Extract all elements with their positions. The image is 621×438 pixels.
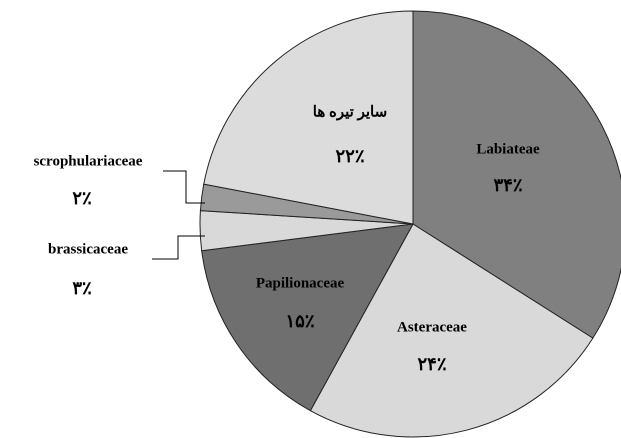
pie-slice [203, 10, 414, 225]
pie-slice [309, 223, 594, 438]
pie-slice [201, 223, 414, 412]
leader-line [163, 170, 205, 204]
slice-label: brassicaceae [48, 241, 128, 257]
leader-line [152, 235, 205, 260]
slice-label: سایر تیره ها [313, 104, 387, 120]
slice-value-label: ۳۴٪ [493, 175, 522, 195]
slice-label: Papilionaceae [256, 275, 345, 291]
pie-slice [412, 10, 621, 339]
slice-label: Labiateae [476, 141, 540, 157]
slice-value-label: ۲۴٪ [417, 354, 446, 374]
slice-label: scrophulariaceae [34, 153, 143, 169]
slice-value-label: ۱۵٪ [285, 311, 314, 331]
slice-label: Asteraceae [397, 319, 467, 335]
slice-value-label: ۳٪ [72, 278, 92, 298]
slice-value-label: ۲۲٪ [335, 146, 364, 166]
slice-value-label: ۲٪ [72, 188, 92, 208]
